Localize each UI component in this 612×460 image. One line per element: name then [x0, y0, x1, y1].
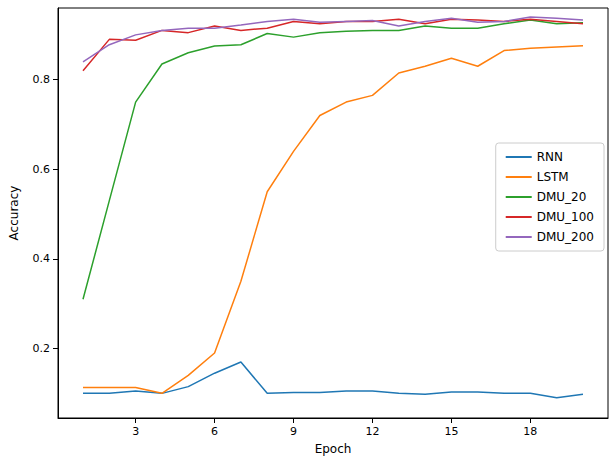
svg-text:18: 18: [523, 425, 537, 438]
svg-text:Accuracy: Accuracy: [7, 186, 21, 241]
svg-text:15: 15: [444, 425, 458, 438]
svg-text:0.4: 0.4: [33, 252, 51, 265]
svg-text:0.6: 0.6: [33, 163, 51, 176]
svg-text:12: 12: [365, 425, 379, 438]
svg-text:9: 9: [290, 425, 297, 438]
svg-text:3: 3: [132, 425, 139, 438]
svg-text:LSTM: LSTM: [537, 170, 569, 184]
svg-text:DMU_20: DMU_20: [537, 190, 587, 204]
svg-text:DMU_100: DMU_100: [537, 210, 594, 224]
svg-text:RNN: RNN: [537, 150, 563, 164]
svg-text:0.2: 0.2: [33, 342, 51, 355]
svg-text:Epoch: Epoch: [315, 442, 352, 456]
svg-text:6: 6: [211, 425, 218, 438]
svg-text:0.8: 0.8: [33, 73, 51, 86]
svg-text:DMU_200: DMU_200: [537, 230, 594, 244]
